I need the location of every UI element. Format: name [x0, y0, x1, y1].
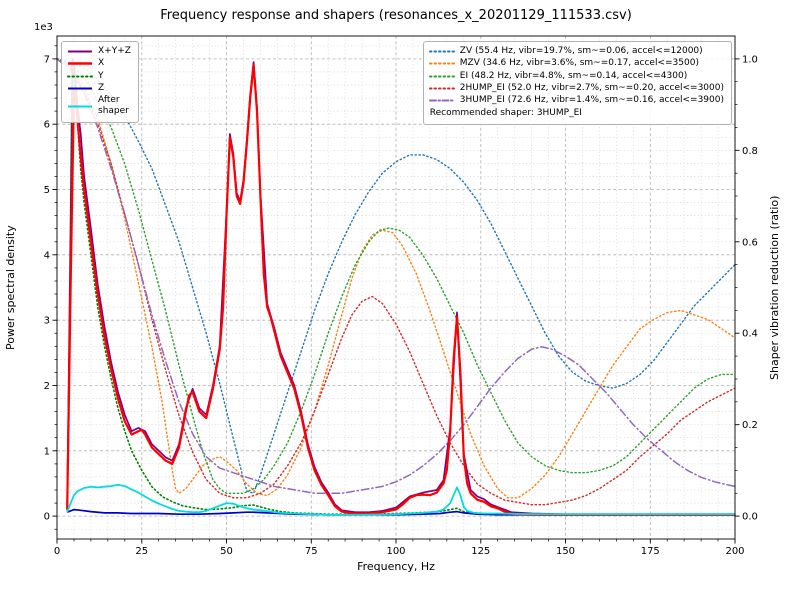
legend-line-sample — [68, 105, 92, 108]
y-left-tick-label: 7 — [44, 54, 50, 65]
legend-line-sample — [428, 87, 455, 90]
series-x-line — [66, 64, 735, 516]
x-tick-label: 25 — [135, 546, 148, 557]
legend-item-label: MZV (34.6 Hz, vibr=3.6%, sm~=0.17, accel… — [459, 58, 699, 69]
legend-line-sample — [428, 50, 455, 53]
y-right-tick-label: 0.0 — [742, 512, 758, 523]
legend-item: 2HUMP_EI (52.0 Hz, vibr=2.7%, sm~=0.20, … — [428, 82, 724, 94]
y-left-axis-label: Power spectral density — [4, 225, 17, 350]
legend-item-label: X+Y+Z — [98, 46, 131, 56]
legend-recommendation-note: Recommended shaper: 3HUMP_EI — [429, 108, 582, 119]
y-left-multiplier: 1e3 — [34, 22, 53, 33]
legend-item-label: 3HUMP_EI (72.6 Hz, vibr=1.4%, sm~=0.16, … — [459, 95, 724, 105]
series-2hump_ei-line — [56, 58, 736, 506]
x-tick-label: 50 — [220, 546, 233, 557]
y-left-tick-labels: 0 1 2 3 4 5 6 7 — [44, 54, 50, 522]
series-ei-line — [56, 58, 736, 494]
legend-item-label: After shaper — [98, 95, 129, 117]
y-left-tick-label: 0 — [44, 512, 50, 523]
legend-item: EI (48.2 Hz, vibr=4.8%, sm~=0.14, accel<… — [428, 70, 724, 82]
psd-curves — [66, 58, 736, 516]
x-tick-label: 75 — [305, 546, 318, 557]
legend-item-label: ZV (55.4 Hz, vibr=19.7%, sm~=0.06, accel… — [459, 46, 703, 56]
shaper-curves — [56, 58, 736, 506]
legend-psd: X+Y+Z X Y Z After shaper — [61, 41, 139, 123]
legend-line-sample — [68, 62, 92, 66]
x-axis-label: Frequency, Hz — [357, 560, 435, 573]
x-tick-label: 150 — [556, 546, 575, 557]
legend-item: X — [67, 58, 131, 69]
y-left-tick-label: 2 — [44, 381, 50, 392]
y-right-axis-label: Shaper vibration reduction (ratio) — [768, 195, 781, 380]
series-zv-line — [56, 58, 736, 494]
y-right-tick-label: 0.4 — [742, 329, 758, 340]
legend-line-sample — [67, 75, 93, 78]
legend-item-label: EI (48.2 Hz, vibr=4.8%, sm~=0.14, accel<… — [459, 70, 688, 81]
y-left-tick-label: 6 — [44, 120, 50, 131]
x-tick-label: 125 — [471, 546, 490, 557]
series-x-y-z-line — [66, 58, 735, 516]
y-right-tick-label: 0.8 — [742, 146, 758, 157]
legend-item-label: Z — [98, 82, 105, 93]
legend-item-label: X — [98, 58, 105, 69]
x-tick-label: 200 — [725, 546, 744, 557]
series-z-line — [66, 508, 735, 516]
y-right-tick-label: 0.6 — [742, 237, 758, 248]
legend-item-label: 2HUMP_EI (52.0 Hz, vibr=2.7%, sm~=0.20, … — [459, 82, 724, 93]
y-left-tick-label: 4 — [44, 250, 50, 261]
legend-item: Y — [67, 71, 131, 82]
x-tick-labels: 0 25 50 75 100 125 150 175 200 — [54, 546, 745, 557]
legend-line-sample — [428, 75, 455, 78]
y-left-tick-label: 1 — [44, 446, 50, 457]
y-left-tick-label: 5 — [44, 185, 50, 196]
legend-item: X+Y+Z — [67, 46, 131, 57]
y-right-tick-labels: 0.0 0.2 0.4 0.6 0.8 1.0 — [742, 54, 758, 522]
legend-item: After shaper — [67, 95, 131, 118]
x-tick-label: 100 — [386, 546, 405, 557]
legend-line-sample — [68, 87, 92, 90]
legend-item: 3HUMP_EI (72.6 Hz, vibr=1.4%, sm~=0.16, … — [428, 95, 724, 106]
legend-line-sample — [428, 62, 455, 65]
legend-item-label: Y — [98, 70, 104, 81]
y-right-tick-label: 0.2 — [742, 420, 758, 431]
y-left-tick-label: 3 — [44, 316, 50, 327]
series-y-line — [66, 64, 736, 516]
series-mzv-line — [56, 58, 736, 499]
series-after-shaper-line — [66, 483, 735, 516]
chart-title: Frequency response and shapers (resonanc… — [160, 8, 632, 23]
legend-shapers: ZV (55.4 Hz, vibr=19.7%, sm~=0.06, accel… — [422, 41, 732, 125]
legend-item: Z — [67, 83, 131, 94]
legend-item: MZV (34.6 Hz, vibr=3.6%, sm~=0.17, accel… — [428, 58, 724, 69]
legend-line-sample — [68, 50, 92, 53]
axis-ticks — [52, 45, 740, 544]
y-right-tick-label: 1.0 — [742, 54, 758, 65]
series-3hump_ei-line — [56, 58, 736, 495]
legend-item: ZV (55.4 Hz, vibr=19.7%, sm~=0.06, accel… — [428, 46, 724, 57]
x-tick-label: 175 — [641, 546, 660, 557]
legend-line-sample — [428, 99, 455, 102]
x-tick-label: 0 — [54, 546, 60, 557]
